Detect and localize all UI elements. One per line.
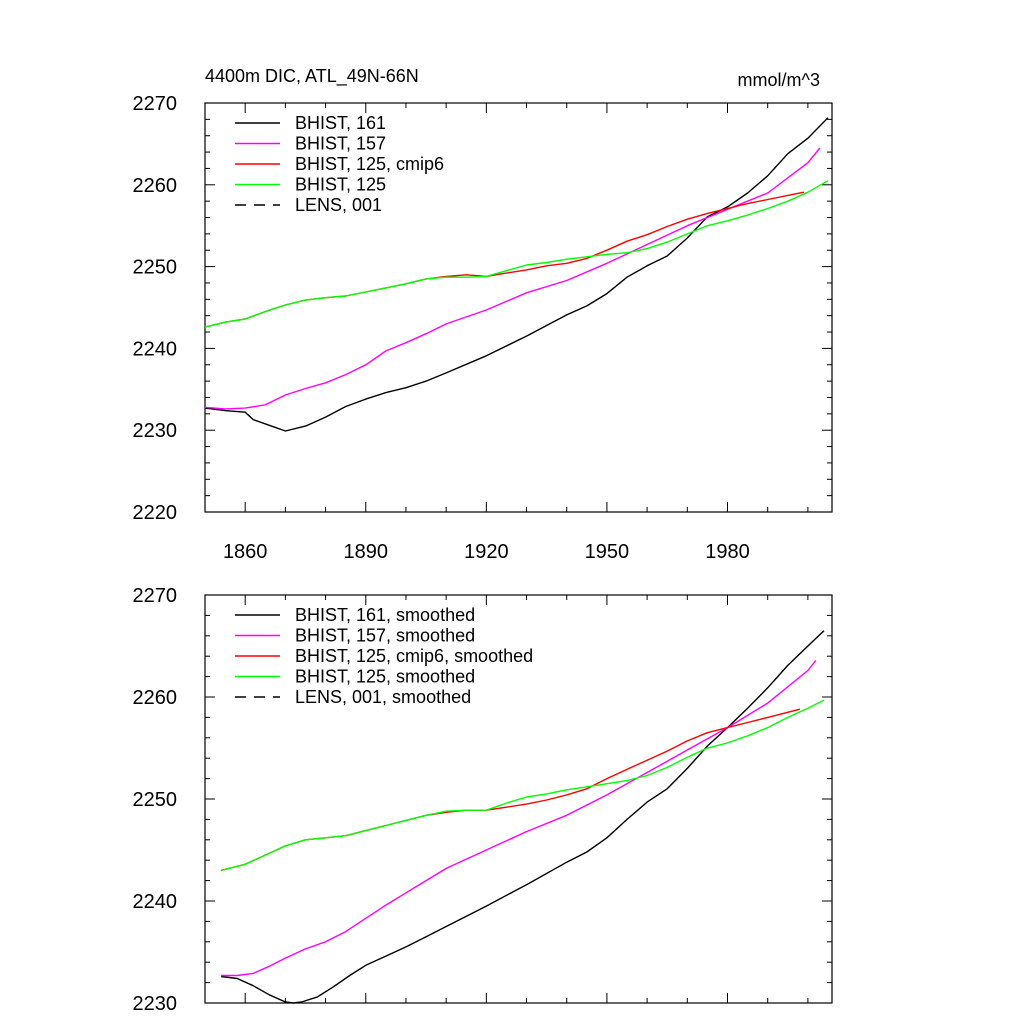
x-tick-label: 1890 xyxy=(344,541,389,563)
y-tick-label: 2250 xyxy=(133,789,178,811)
series-line xyxy=(204,147,821,410)
panel-title-left: 4400m DIC, ATL_49N-66N xyxy=(205,66,419,87)
panel-title-right: mmol/m^3 xyxy=(738,70,820,90)
panel-top: 1860 1890 1920 1950 1980 2220 2230 2240 2250 2260… xyxy=(133,93,833,563)
y-tick-label: 2240 xyxy=(133,338,178,360)
x-tick-label: 1980 xyxy=(705,541,750,563)
x-axis-ticks xyxy=(204,103,809,512)
legend-label: BHIST, 157, smoothed xyxy=(295,626,475,646)
y-axis-ticks xyxy=(205,102,832,513)
y-tick-label: 2260 xyxy=(133,175,178,197)
y-tick-label: 2270 xyxy=(133,585,178,607)
x-tick-label: 1860 xyxy=(223,541,268,563)
x-tick-label: 1950 xyxy=(585,541,630,563)
legend-label: BHIST, 125 xyxy=(295,175,386,195)
y-tick-label: 2270 xyxy=(133,93,178,115)
legend-label: BHIST, 125, cmip6 xyxy=(295,154,444,174)
series-line xyxy=(221,659,817,977)
y-tick-label: 2220 xyxy=(133,502,178,524)
y-axis-ticks xyxy=(205,594,832,1004)
legend-label: BHIST, 161 xyxy=(295,113,386,133)
legend-label: BHIST, 157 xyxy=(295,134,386,154)
y-tick-label: 2250 xyxy=(133,257,178,279)
series-line xyxy=(220,699,825,872)
legend-label: LENS, 001, smoothed xyxy=(295,687,471,707)
y-tick-label: 2230 xyxy=(133,420,178,442)
legend-label: BHIST, 125, smoothed xyxy=(295,667,475,687)
legend-label: BHIST, 125, cmip6, smoothed xyxy=(295,646,533,666)
series-line xyxy=(204,180,829,328)
legend-label: LENS, 001 xyxy=(295,195,382,215)
legend-label: BHIST, 161, smoothed xyxy=(295,605,475,625)
y-tick-label: 2230 xyxy=(133,993,178,1015)
panel-bottom: 2230 2240 2250 2260 2270 BHIST, 161, smoothed… xyxy=(133,585,833,1015)
plot-frame xyxy=(204,102,833,513)
series-line xyxy=(220,708,800,872)
x-axis-ticks xyxy=(204,595,809,1003)
y-tick-label: 2240 xyxy=(133,891,178,913)
series-line xyxy=(204,117,829,432)
y-tick-label: 2260 xyxy=(133,687,178,709)
x-tick-label: 1920 xyxy=(464,541,509,563)
